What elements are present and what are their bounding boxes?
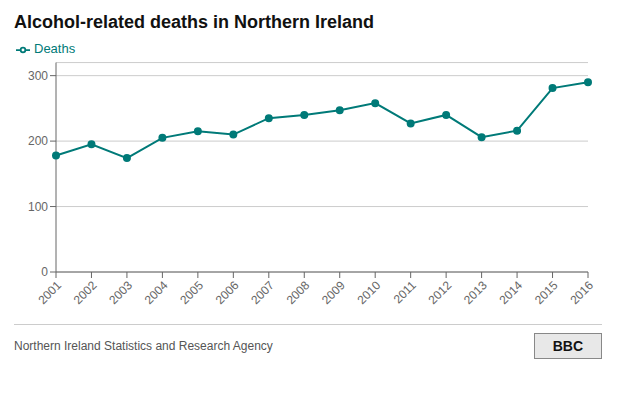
svg-text:2013: 2013 [461, 278, 490, 307]
svg-text:2012: 2012 [425, 278, 454, 307]
svg-text:2009: 2009 [319, 278, 348, 307]
svg-text:2011: 2011 [391, 278, 419, 306]
svg-text:2002: 2002 [71, 278, 100, 307]
svg-text:2007: 2007 [248, 278, 277, 307]
svg-text:2003: 2003 [106, 278, 135, 307]
svg-text:2005: 2005 [177, 278, 206, 307]
svg-text:2004: 2004 [142, 278, 171, 307]
svg-text:0: 0 [41, 265, 48, 279]
svg-text:2006: 2006 [213, 278, 242, 307]
svg-text:2014: 2014 [496, 278, 525, 307]
html-text:Deaths: Deaths [34, 41, 76, 56]
svg-text:200: 200 [28, 134, 48, 148]
svg-text:2010: 2010 [355, 278, 384, 307]
svg-text:2016: 2016 [567, 278, 596, 307]
html-text:BBC: BBC [552, 338, 583, 354]
svg-text:100: 100 [28, 200, 48, 214]
svg-text:2015: 2015 [532, 278, 561, 307]
svg-text:300: 300 [28, 69, 48, 83]
svg-text:2001: 2001 [35, 278, 64, 307]
html-text:Northern Ireland Statistics an: Northern Ireland Statistics and Research… [14, 339, 273, 353]
html-text:Alcohol-related deaths in Nort: Alcohol-related deaths in Northern Irela… [14, 12, 375, 32]
svg-text:2008: 2008 [284, 278, 313, 307]
